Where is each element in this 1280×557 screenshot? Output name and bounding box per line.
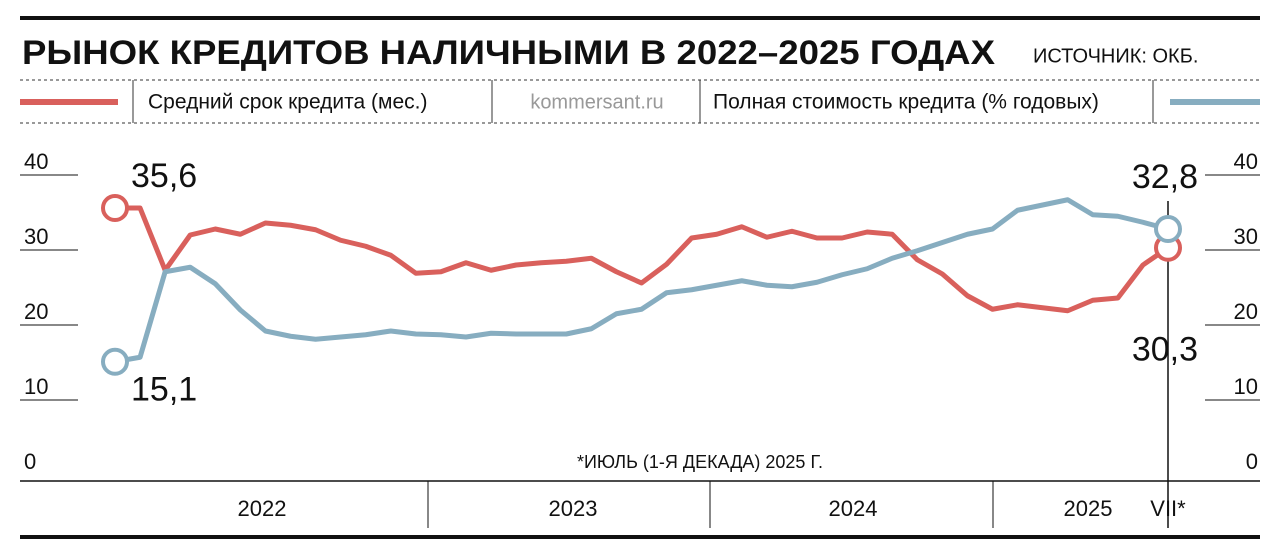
x-group-label: 2023: [549, 496, 598, 521]
end-marker: [1154, 215, 1182, 243]
x-group-label: 2022: [238, 496, 287, 521]
x-group-label: 2024: [829, 496, 878, 521]
value-label: 35,6: [131, 157, 197, 195]
y2-tick-label: 30: [1234, 224, 1258, 249]
y2-tick-label: 10: [1234, 374, 1258, 399]
series-line: [115, 205, 1170, 314]
footnote: *ИЮЛЬ (1-Я ДЕКАДА) 2025 Г.: [577, 452, 823, 472]
y2-tick-label: 40: [1234, 149, 1258, 174]
series-line: [114, 197, 1169, 365]
y-tick-label: 0: [24, 449, 36, 474]
legend-label: Средний срок кредита (мес.): [148, 91, 428, 114]
source: ИСТОЧНИК: ОКБ.: [1033, 45, 1198, 67]
y-tick-label: 20: [24, 299, 48, 324]
x-group-label: 2025: [1064, 496, 1113, 521]
y-tick-label: 10: [24, 374, 48, 399]
y2-tick-label: 0: [1246, 449, 1258, 474]
end-marker: [101, 194, 129, 222]
legend-label: Полная стоимость кредита (% годовых): [713, 91, 1099, 114]
y-tick-label: 30: [24, 224, 48, 249]
chart-title: РЫНОК КРЕДИТОВ НАЛИЧНЫМИ В 2022–2025 ГОД…: [22, 34, 995, 72]
end-marker: [101, 347, 129, 376]
value-label: 30,3: [1132, 331, 1198, 369]
value-label: 15,1: [131, 371, 197, 409]
site-label: kommersant.ru: [530, 91, 663, 113]
value-label: 32,8: [1132, 158, 1198, 196]
y-tick-label: 40: [24, 149, 48, 174]
y2-tick-label: 20: [1234, 299, 1258, 324]
